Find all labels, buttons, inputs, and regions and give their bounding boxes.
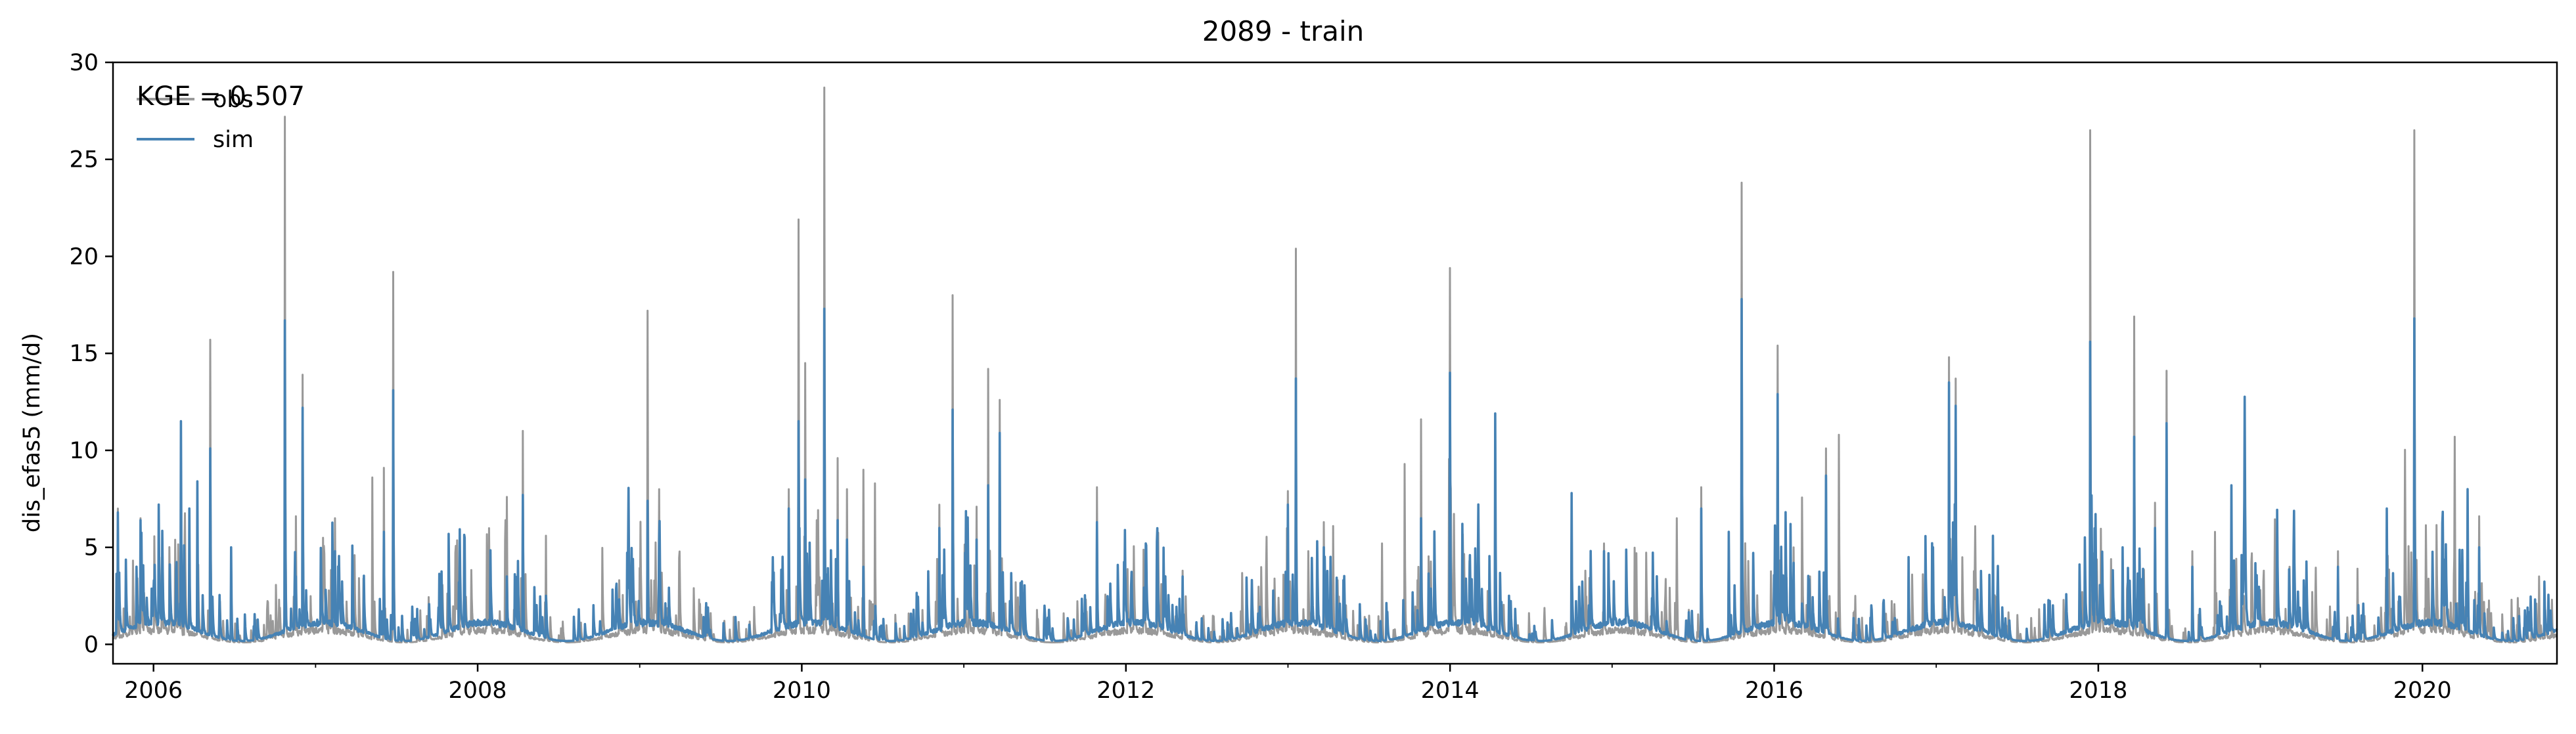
plot-frame: [112, 61, 2558, 665]
y-tick-label: 5: [84, 535, 99, 561]
x-tick-label: 2020: [2393, 678, 2452, 704]
x-tick-label: 2014: [1421, 678, 1480, 704]
chart-title: 2089 - train: [1202, 15, 1365, 47]
series-obs: [112, 86, 2558, 643]
kge-annotation: KGE = 0.507: [137, 81, 305, 112]
y-tick-label: 0: [84, 632, 99, 658]
x-tick-label: 2016: [1745, 678, 1803, 704]
series-line-obs: [112, 86, 2558, 643]
x-tick-label: 2010: [773, 678, 831, 704]
x-tick-label: 2006: [124, 678, 183, 704]
x-tick-label: 2012: [1096, 678, 1155, 704]
legend: obs sim: [137, 87, 254, 153]
y-tick-label: 30: [69, 50, 99, 76]
legend-sim-label: sim: [213, 127, 254, 153]
y-tick-label: 15: [69, 341, 99, 367]
plot-area: [112, 86, 2558, 643]
y-axis: 0 5 10 15 20 25 30: [69, 50, 113, 658]
legend-obs-label: obs: [213, 87, 254, 113]
x-axis: 2006 2008 2010 2012 2014 2016 2018 2020: [124, 664, 2452, 704]
series-sim: [112, 297, 2558, 643]
y-tick-label: 25: [69, 147, 99, 173]
y-axis-label: dis_efas5 (mm/d): [19, 333, 45, 532]
y-tick-label: 10: [69, 438, 99, 464]
series-line-sim: [112, 297, 2558, 643]
x-tick-label: 2008: [449, 678, 507, 704]
x-tick-label: 2018: [2069, 678, 2127, 704]
y-tick-label: 20: [69, 244, 99, 270]
